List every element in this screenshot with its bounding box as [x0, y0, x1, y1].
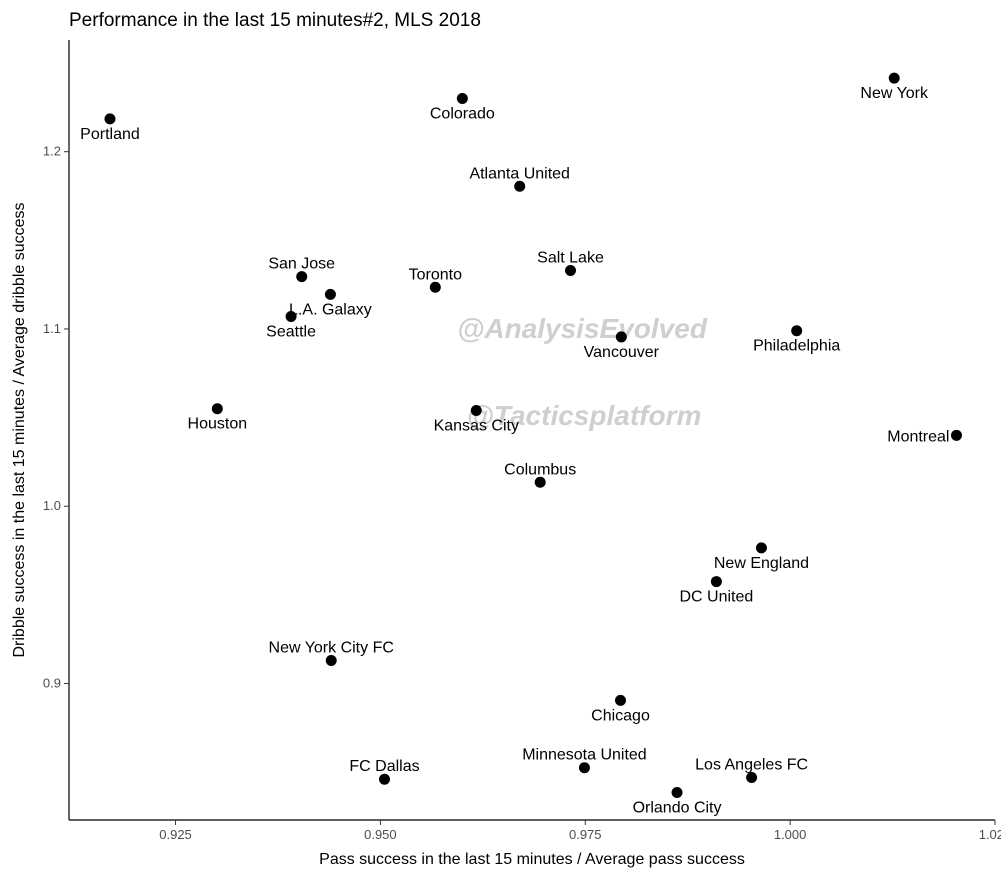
point-label: Kansas City [434, 418, 519, 435]
point-label: Portland [80, 126, 140, 143]
data-point [324, 288, 336, 300]
x-tick-label: 0.975 [569, 827, 602, 842]
y-axis-title: Dribble success in the last 15 minutes /… [11, 202, 28, 657]
data-point [296, 271, 308, 283]
point-label: Minnesota United [522, 747, 647, 764]
point-label: FC Dallas [349, 758, 419, 775]
point-label: Seattle [266, 324, 316, 341]
data-point [211, 403, 223, 415]
y-tick-label: 1.1 [43, 321, 61, 336]
data-point [285, 311, 297, 323]
y-axis-ticks: 0.9 1.0 1.1 1.2 [43, 144, 69, 691]
x-tick-label: 1.025 [979, 827, 1001, 842]
data-point [104, 113, 116, 125]
data-point [578, 762, 590, 774]
x-tick-label: 0.925 [159, 827, 192, 842]
y-tick-label: 0.9 [43, 676, 61, 691]
data-point [565, 264, 577, 276]
watermark-group: @AnalysisEvolved @Tacticsplatform [457, 313, 708, 431]
point-label: New England [714, 555, 809, 572]
x-axis-title: Pass success in the last 15 minutes / Av… [319, 851, 745, 868]
data-point [755, 542, 767, 554]
point-label: Montreal [887, 428, 949, 445]
y-tick-label: 1.2 [43, 144, 61, 159]
watermark-text: @AnalysisEvolved [457, 313, 708, 344]
point-label: Vancouver [584, 344, 660, 361]
data-point [325, 654, 337, 666]
point-label: Philadelphia [753, 338, 840, 355]
point-label: Salt Lake [537, 249, 604, 266]
data-point [950, 429, 962, 441]
data-point [710, 576, 722, 588]
x-tick-label: 0.950 [364, 827, 397, 842]
data-point [429, 281, 441, 293]
point-label: Toronto [409, 266, 462, 283]
data-point [456, 93, 468, 104]
point-label: Orlando City [633, 800, 722, 817]
data-point [514, 180, 526, 192]
point-label: Columbus [504, 461, 576, 478]
point-label: Colorado [430, 106, 495, 123]
point-label: L.A. Galaxy [289, 301, 372, 318]
data-point [615, 331, 627, 343]
point-label: New York [860, 85, 929, 102]
point-label: DC United [679, 589, 753, 606]
point-label: Los Angeles FC [695, 756, 808, 773]
data-point [671, 787, 683, 799]
point-label: Chicago [591, 707, 650, 724]
x-axis-ticks: 0.925 0.950 0.975 1.000 1.025 [159, 820, 1001, 842]
watermark-text: @Tacticsplatform [467, 400, 702, 431]
data-point [615, 694, 627, 706]
data-point [470, 405, 482, 416]
data-point [378, 773, 390, 785]
chart-title: Performance in the last 15 minutes#2, ML… [69, 10, 481, 31]
point-label: New York City FC [269, 639, 394, 656]
point-label: Atlanta United [469, 165, 570, 182]
data-points: New York Colorado Portland Atlanta United Sa… [80, 72, 962, 817]
x-tick-label: 1.000 [774, 827, 807, 842]
data-point [746, 771, 758, 783]
point-label: Houston [188, 416, 248, 433]
data-point [888, 72, 900, 84]
point-label: San Jose [268, 256, 335, 273]
y-tick-label: 1.0 [43, 498, 61, 513]
data-point [791, 325, 803, 337]
data-point [534, 476, 546, 488]
